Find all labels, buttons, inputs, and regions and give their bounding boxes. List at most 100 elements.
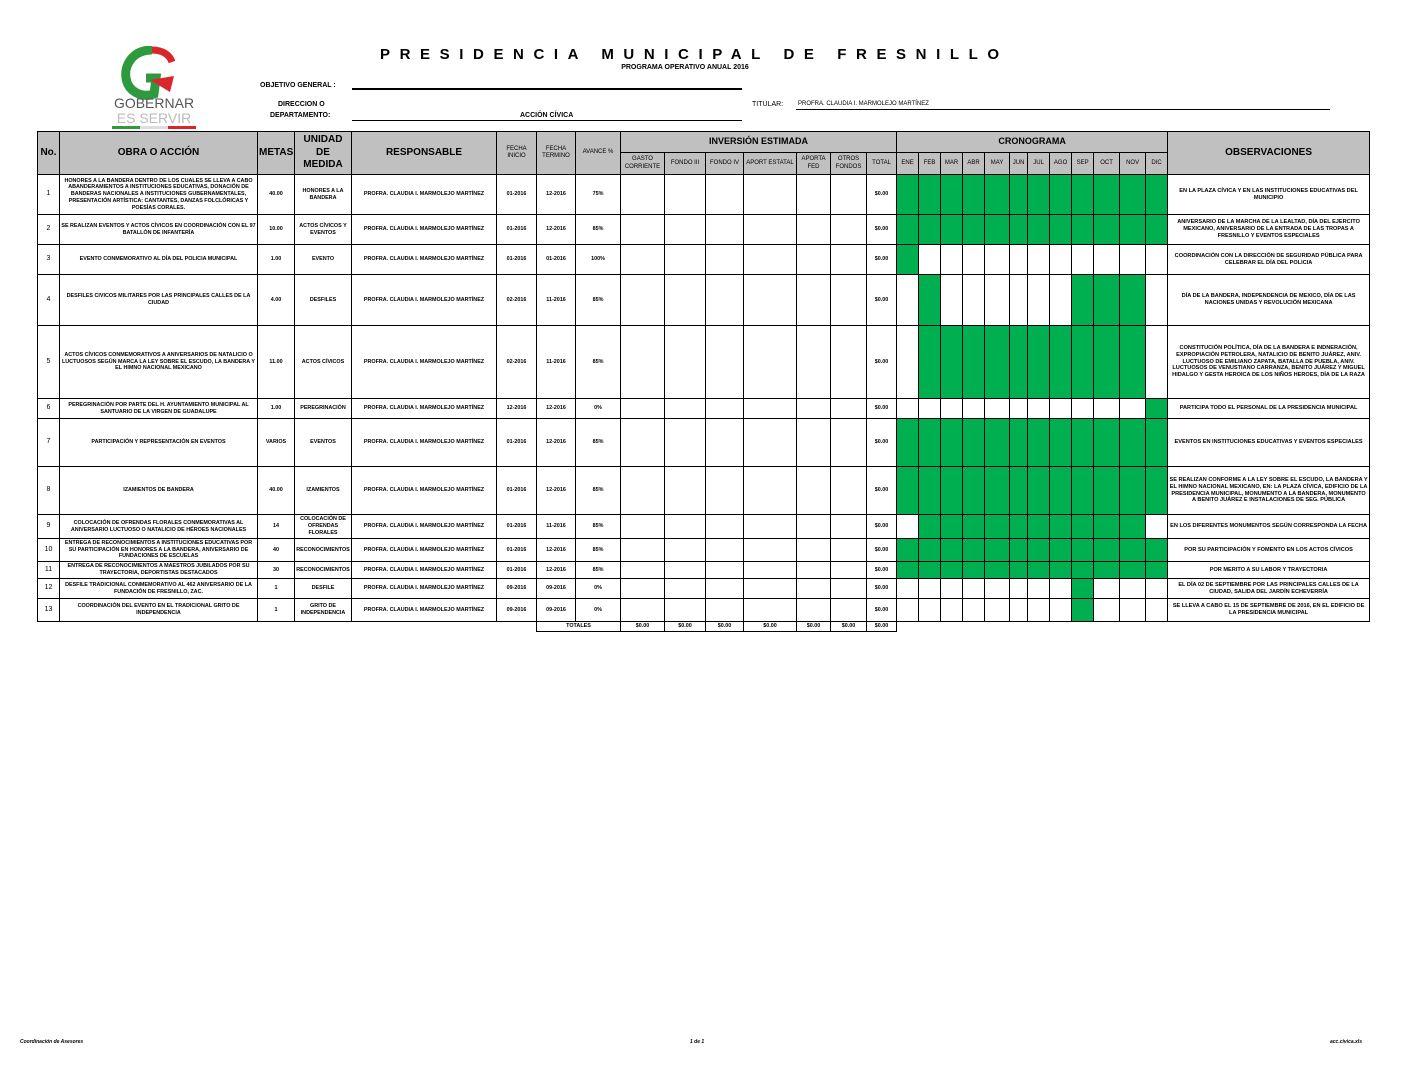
schedule-oct	[1093, 598, 1121, 622]
schedule-oct-active	[1093, 514, 1121, 539]
schedule-jul-active	[1027, 325, 1051, 399]
inversion-cell	[705, 538, 744, 562]
schedule-ene-active	[896, 418, 920, 467]
fecha-inicio: 01-2016	[496, 466, 537, 515]
objetivo-line	[352, 88, 742, 90]
observaciones: EN LOS DIFERENTES MONUMENTOS SEGÚN CORRE…	[1167, 514, 1371, 539]
metas: 30	[257, 561, 295, 579]
unidad-medida: HONORES A LA BANDERA	[294, 174, 352, 215]
spacer	[352, 622, 497, 632]
schedule-dic	[1145, 598, 1169, 622]
schedule-ago-active	[1049, 325, 1073, 399]
avance: 85%	[575, 514, 621, 539]
responsable: PROFRA. CLAUDIA I. MARMOLEJO MARTÍNEZ	[351, 538, 497, 562]
obra-accion: ACTOS CÍVICOS CONMEMORATIVOS A ANIVERSAR…	[59, 325, 258, 399]
row-number: 4	[37, 274, 60, 326]
col-obra: OBRA O ACCIÓN	[59, 131, 258, 175]
inversion-cell	[743, 244, 797, 275]
schedule-mar-active	[940, 418, 964, 467]
inversion-cell	[705, 214, 744, 245]
schedule-jun	[1009, 274, 1029, 326]
schedule-mar	[940, 398, 964, 419]
responsable: PROFRA. CLAUDIA I. MARMOLEJO MARTÍNEZ	[351, 578, 497, 599]
schedule-may-active	[984, 418, 1011, 467]
schedule-mar-active	[940, 514, 964, 539]
inversion-cell	[620, 325, 665, 399]
inversion-cell	[620, 578, 665, 599]
obra-accion: ENTREGA DE RECONOCIMIENTOS A INSTITUCION…	[59, 538, 258, 562]
obra-accion: PEREGRINACIÓN POR PARTE DEL H. AYUNTAMIE…	[59, 398, 258, 419]
fecha-termino: 12-2016	[536, 561, 576, 579]
responsable: PROFRA. CLAUDIA I. MARMOLEJO MARTÍNEZ	[351, 598, 497, 622]
fecha-inicio: 02-2016	[496, 274, 537, 326]
total-value: $0.00	[830, 621, 867, 632]
schedule-ene	[896, 325, 920, 399]
total-value: $0.00	[620, 621, 665, 632]
schedule-oct-active	[1093, 274, 1121, 326]
schedule-jun-active	[1009, 174, 1029, 215]
observaciones: POR SU PARTICIPACIÓN Y FOMENTO EN LOS AC…	[1167, 538, 1371, 562]
schedule-oct-active	[1093, 418, 1121, 467]
inversion-cell	[620, 274, 665, 326]
schedule-ago	[1049, 244, 1073, 275]
schedule-sep-active	[1071, 598, 1095, 622]
avance: 0%	[575, 578, 621, 599]
metas: 1.00	[257, 398, 295, 419]
schedule-jul	[1027, 598, 1051, 622]
fecha-inicio: 01-2016	[496, 174, 537, 215]
row-number: 7	[37, 418, 60, 467]
schedule-nov-active	[1119, 174, 1147, 215]
inversion-cell	[830, 538, 867, 562]
inversion-cell	[705, 514, 744, 539]
schedule-abr-active	[962, 214, 986, 245]
inversion-cell	[705, 578, 744, 599]
col-metas: METAS	[257, 131, 295, 175]
titular-value: PROFRA. CLAUDIA I. MARMOLEJO MARTÍNEZ	[798, 101, 929, 107]
inversion-cell	[743, 325, 797, 399]
schedule-may-active	[984, 214, 1011, 245]
avance: 85%	[575, 274, 621, 326]
schedule-ene-active	[896, 538, 920, 562]
table-row: 6 PEREGRINACIÓN POR PARTE DEL H. AYUNTAMI…	[37, 398, 1371, 419]
schedule-dic-active	[1145, 214, 1169, 245]
responsable: PROFRA. CLAUDIA I. MARMOLEJO MARTÍNEZ	[351, 398, 497, 419]
inversion-cell	[796, 418, 831, 467]
col-month-abr: ABR	[962, 152, 986, 175]
schedule-feb-active	[918, 466, 942, 515]
obra-accion: SE REALIZAN EVENTOS Y ACTOS CÍVICOS EN C…	[59, 214, 258, 245]
inversion-cell	[743, 561, 797, 579]
fecha-termino: 11-2016	[536, 274, 576, 326]
schedule-sep-active	[1071, 538, 1095, 562]
footer-left: Coordinación de Asesores	[20, 1039, 84, 1045]
col-responsable: RESPONSABLE	[351, 131, 497, 175]
row-number: 11	[37, 561, 60, 579]
inversion-cell	[743, 214, 797, 245]
inversion-cell	[743, 514, 797, 539]
inversion-total: $0.00	[865, 274, 898, 326]
metas: 1	[257, 578, 295, 599]
schedule-jul-active	[1027, 214, 1051, 245]
fecha-inicio: 01-2016	[496, 214, 537, 245]
schedule-feb-active	[918, 274, 942, 326]
inversion-cell	[620, 418, 665, 467]
inversion-cell	[664, 418, 706, 467]
inversion-cell	[705, 466, 744, 515]
schedule-feb-active	[918, 214, 942, 245]
unidad-medida: RECONOCIMIENTOS	[294, 561, 352, 579]
obra-accion: ENTREGA DE RECONOCIMIENTOS A MAESTROS JU…	[59, 561, 258, 579]
responsable: PROFRA. CLAUDIA I. MARMOLEJO MARTÍNEZ	[351, 514, 497, 539]
schedule-mar	[940, 274, 964, 326]
unidad-medida: RECONOCIMIENTOS	[294, 538, 352, 562]
responsable: PROFRA. CLAUDIA I. MARMOLEJO MARTÍNEZ	[351, 466, 497, 515]
schedule-nov-active	[1119, 274, 1147, 326]
schedule-feb-active	[918, 325, 942, 399]
schedule-may	[984, 598, 1011, 622]
unidad-medida: IZAMIENTOS	[294, 466, 352, 515]
fecha-termino: 11-2016	[536, 325, 576, 399]
total-value: $0.00	[743, 621, 797, 632]
schedule-feb	[918, 578, 942, 599]
schedule-feb-active	[918, 174, 942, 215]
inversion-cell	[620, 398, 665, 419]
schedule-nov-active	[1119, 561, 1147, 579]
